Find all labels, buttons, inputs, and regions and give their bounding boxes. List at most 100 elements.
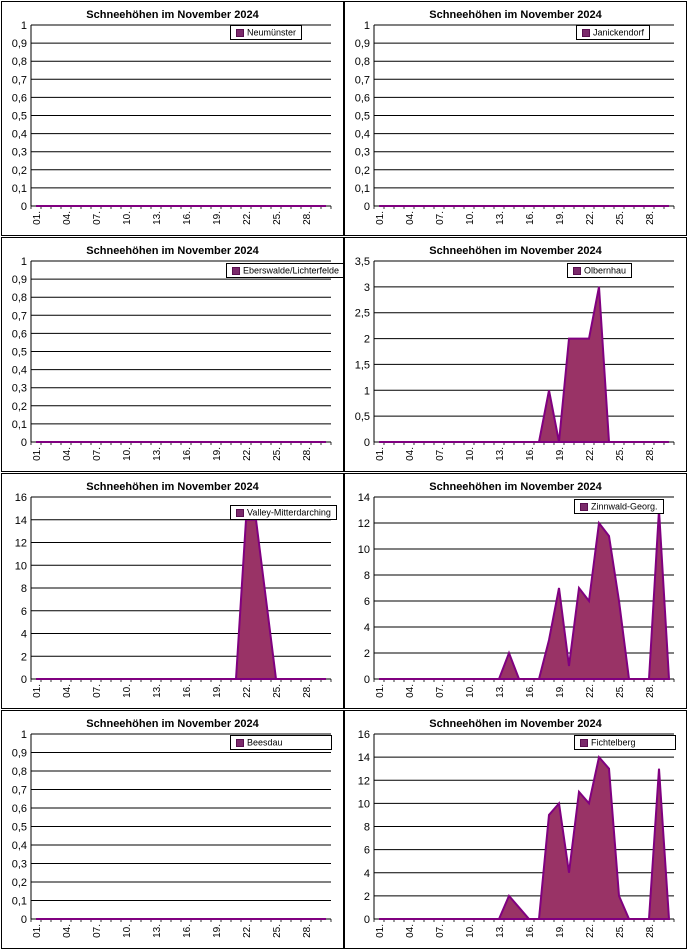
y-tick-label: 0,8 [12, 292, 27, 304]
x-tick-label: 28. [302, 447, 313, 461]
y-tick-label: 0,4 [12, 365, 27, 377]
x-tick-label: 28. [302, 684, 313, 698]
x-tick-label: 16. [182, 447, 193, 461]
x-tick-label: 19. [212, 684, 223, 698]
x-tick-label: 22. [242, 684, 253, 698]
y-tick-label: 0 [21, 201, 27, 213]
y-tick-label: 2 [21, 651, 27, 663]
x-tick-label: 25. [272, 211, 283, 225]
x-tick-label: 07. [92, 447, 103, 461]
x-tick-label: 28. [645, 447, 656, 461]
x-tick-label: 13. [495, 924, 506, 938]
chart-title: Schneehöhen im November 2024 [429, 718, 602, 730]
y-tick-label: 0,8 [12, 766, 27, 778]
y-tick-label: 2 [364, 891, 370, 903]
chart-legend: Zinnwald-Georg. [574, 499, 664, 514]
y-tick-label: 2 [364, 334, 370, 346]
y-tick-label: 0,9 [12, 748, 27, 760]
y-tick-label: 10 [15, 560, 27, 572]
x-tick-label: 01. [375, 447, 386, 461]
x-tick-label: 04. [405, 684, 416, 698]
chart-title: Schneehöhen im November 2024 [429, 481, 602, 493]
y-tick-label: 6 [21, 606, 27, 618]
x-tick-label: 28. [645, 684, 656, 698]
x-tick-label: 04. [62, 684, 73, 698]
chart-title: Schneehöhen im November 2024 [86, 481, 259, 493]
y-tick-label: 0,7 [12, 785, 27, 797]
legend-label: Beesdau [247, 737, 283, 748]
x-tick-label: 04. [62, 924, 73, 938]
y-tick-label: 14 [358, 752, 370, 764]
y-tick-label: 10 [358, 544, 370, 556]
chart-title: Schneehöhen im November 2024 [86, 9, 259, 21]
y-tick-label: 0,3 [12, 383, 27, 395]
y-tick-label: 0 [21, 437, 27, 449]
x-tick-label: 22. [242, 211, 253, 225]
x-tick-label: 10. [465, 924, 476, 938]
y-tick-label: 0,1 [12, 896, 27, 908]
x-tick-label: 04. [62, 447, 73, 461]
chart-plot: 0 2 4 6 8 10 12 14 01. 04. 07. 10. 13. 16. 19. 22. 25. 28… [358, 492, 675, 698]
y-tick-label: 0 [364, 674, 370, 686]
legend-label: Zinnwald-Georg. [591, 501, 658, 512]
y-tick-label: 0 [364, 914, 370, 926]
legend-label: Neumünster [247, 27, 297, 38]
y-tick-label: 0,2 [12, 165, 27, 177]
y-tick-label: 0,5 [355, 411, 370, 423]
y-tick-label: 0,1 [12, 419, 27, 431]
x-tick-label: 25. [272, 684, 283, 698]
chart-plot: 0 0,5 1 1,5 2 2,5 3 3,5 01. 04. 07. 10. 13. 16. 19. 22.… [355, 256, 675, 461]
legend-swatch [236, 508, 244, 517]
x-tick-label: 10. [122, 924, 133, 938]
chart-legend: Janickendorf [576, 25, 651, 40]
x-tick-label: 22. [585, 447, 596, 461]
y-tick-label: 0,6 [12, 803, 27, 815]
y-tick-label: 1 [21, 256, 27, 268]
chart-legend: Olbernhau [567, 263, 633, 278]
y-tick-label: 0,7 [355, 74, 370, 86]
x-tick-label: 25. [272, 924, 283, 938]
y-tick-label: 0,4 [355, 129, 370, 141]
x-tick-label: 16. [525, 211, 536, 225]
y-tick-label: 0,7 [12, 74, 27, 86]
x-tick-label: 13. [152, 924, 163, 938]
x-tick-label: 10. [122, 211, 133, 225]
x-tick-label: 10. [465, 684, 476, 698]
x-tick-label: 13. [152, 447, 163, 461]
y-tick-label: 8 [364, 570, 370, 582]
y-tick-label: 0,5 [355, 111, 370, 123]
y-tick-label: 0,6 [12, 328, 27, 340]
x-tick-label: 01. [32, 684, 43, 698]
x-tick-label: 07. [92, 924, 103, 938]
x-tick-label: 01. [375, 684, 386, 698]
y-tick-label: 0 [21, 674, 27, 686]
chart-panel-olbernhau: Schneehöhen im November 2024 0 0,5 1 1,5 2 2,… [344, 237, 687, 472]
y-tick-label: 0,5 [12, 822, 27, 834]
x-tick-label: 28. [645, 211, 656, 225]
y-tick-label: 0,6 [355, 92, 370, 104]
chart-title: Schneehöhen im November 2024 [86, 718, 259, 730]
y-tick-label: 0,8 [12, 56, 27, 68]
y-tick-label: 0,2 [355, 165, 370, 177]
y-tick-label: 10 [358, 798, 370, 810]
y-tick-label: 0,1 [355, 183, 370, 195]
x-tick-label: 07. [435, 447, 446, 461]
chart-legend: Fichtelberg [574, 735, 676, 750]
x-tick-label: 22. [242, 924, 253, 938]
x-tick-label: 25. [615, 684, 626, 698]
y-tick-label: 4 [364, 868, 370, 880]
x-tick-label: 04. [405, 447, 416, 461]
y-tick-label: 0,2 [12, 401, 27, 413]
chart-panel-valley-mitterdarching: Schneehöhen im November 2024 0 2 4 6 8 10 12 14… [1, 473, 344, 709]
y-tick-label: 2,5 [355, 308, 370, 320]
y-tick-label: 3 [364, 282, 370, 294]
area-series [379, 509, 671, 680]
legend-label: Valley-Mitterdarching [247, 507, 331, 518]
y-tick-label: 0 [21, 914, 27, 926]
x-tick-label: 25. [615, 924, 626, 938]
y-tick-label: 8 [21, 583, 27, 595]
legend-swatch [236, 738, 244, 747]
y-tick-label: 0,5 [12, 111, 27, 123]
chart-legend: Valley-Mitterdarching [230, 505, 337, 520]
y-tick-label: 1 [21, 20, 27, 32]
